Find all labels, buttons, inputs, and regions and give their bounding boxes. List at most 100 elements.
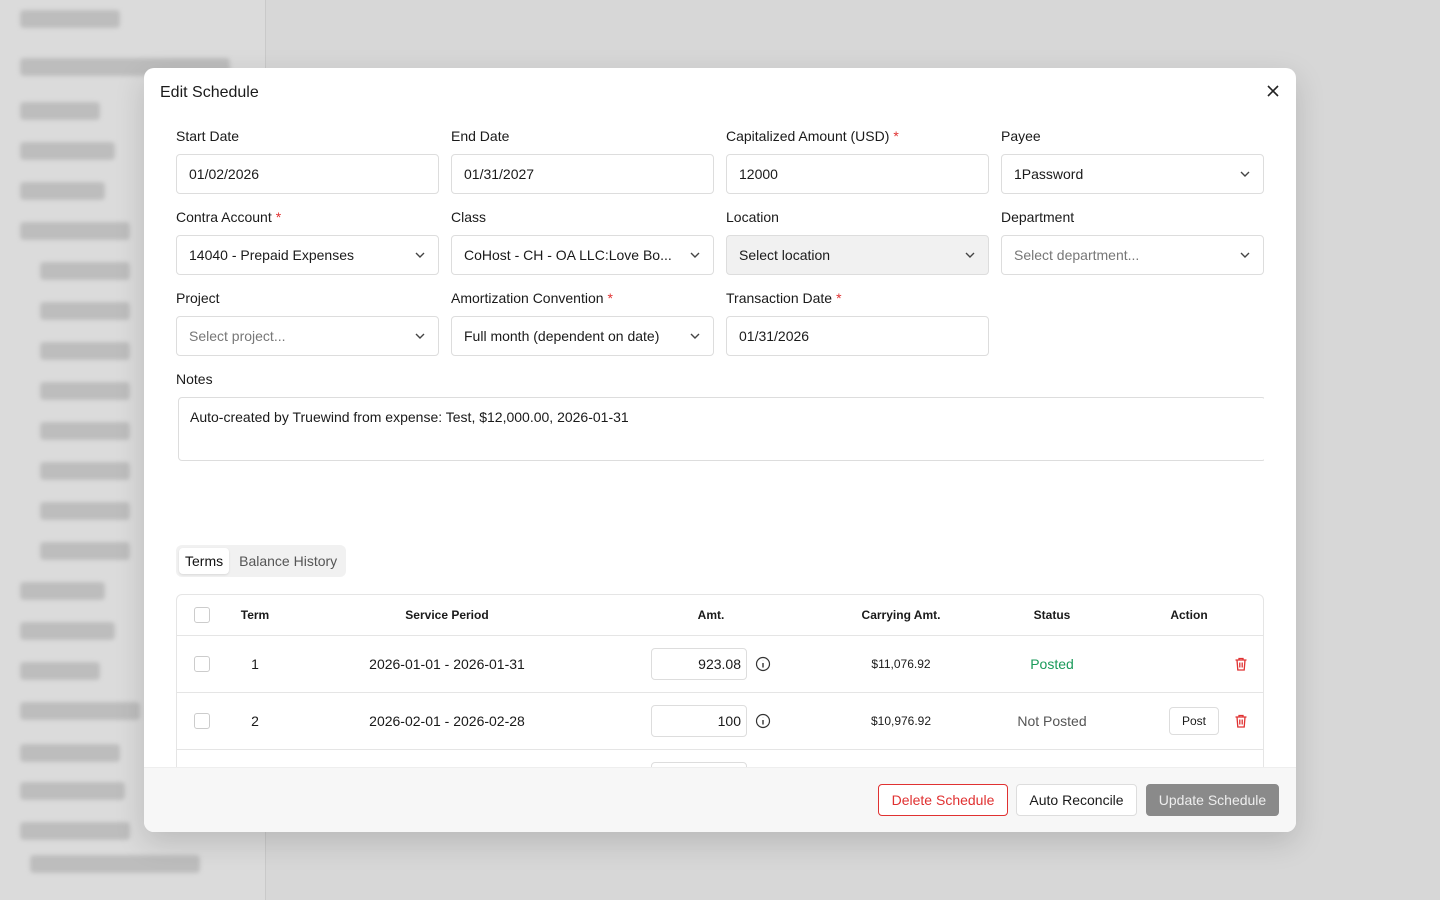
amount-input[interactable]: 923.08 [651,648,747,680]
notes-textarea[interactable]: Auto-created by Truewind from expense: T… [178,397,1264,461]
chevron-icon [415,333,425,339]
notes-label: Notes [176,371,213,387]
placeholder: Select department... [1014,247,1140,263]
modal-body: Start Date 01/02/2026 End Date 01/31/2027 Ca… [176,124,1264,767]
close-button[interactable] [1265,83,1281,99]
header-cell [177,607,227,623]
required-mark: * [275,209,282,225]
field-label-text: Amortization Convention [451,290,604,306]
sidebar-item [40,502,130,520]
sidebar-item [20,782,125,800]
checkbox[interactable] [194,713,210,729]
field-label-text: Class [451,209,487,225]
sidebar-item [20,102,100,120]
post-button[interactable]: Post [1168,707,1219,735]
field-label-text: Transaction Date [726,290,833,306]
info-icon[interactable] [755,713,771,729]
form-field: Amortization Convention * Full month (depe… [451,286,714,367]
sidebar-item [40,462,130,480]
update-button[interactable]: Update Schedule [1146,784,1279,816]
field-value: 1Password [1014,166,1084,182]
field-label: Project [176,286,439,316]
text-input[interactable]: 12000 [726,154,989,194]
column-header: Status [1033,608,1071,622]
tab[interactable]: Terms [179,548,230,574]
tab[interactable]: Balance History [239,553,338,569]
sidebar-item [30,855,200,873]
select-box[interactable]: Full month (dependent on date) [451,316,714,356]
table-row: 2 2026-02-01 - 2026-02-28 100 $10,976.92 Not… [177,693,1263,750]
sidebar-item [40,302,130,320]
field-label-text: Location [726,209,779,225]
column-header: Action [1170,608,1208,622]
delete-icon[interactable] [1233,656,1249,672]
period-cell: 2026-02-01 - 2026-02-28 [369,713,525,729]
field-label-text: Department [1001,209,1075,225]
carrying-cell: $11,076.92 [871,657,931,671]
select-box[interactable]: 1Password [1001,154,1264,194]
sidebar-item [40,262,130,280]
text-input[interactable]: 01/02/2026 [176,154,439,194]
text-input[interactable]: 01/31/2026 [726,316,989,356]
chevron-icon [1240,171,1250,177]
sidebar-item [40,542,130,560]
term-cell: 2 [251,713,259,729]
status-cell: Posted [1030,656,1074,672]
select-box[interactable]: Select location [726,235,989,275]
text-input[interactable]: 01/31/2027 [451,154,714,194]
term-cell: 1 [251,656,259,672]
status-cell: Not Posted [1017,713,1087,729]
sidebar-item [40,422,130,440]
sidebar-item [20,142,115,160]
amount-cell: 923.08 [611,762,811,767]
sidebar-item [20,744,120,762]
select-box[interactable]: 14040 - Prepaid Expenses [176,235,439,275]
select-box[interactable]: Select project... [176,316,439,356]
modal-footer: Delete Schedule Auto Reconcile Update Sc… [144,767,1296,832]
sidebar-item [40,382,130,400]
sidebar-item [20,10,120,28]
sidebar-item [20,182,105,200]
delete-button[interactable]: Delete Schedule [878,784,1008,816]
table-row: 32026-03-01 - 2026-03-31923.08$10,053.84… [177,750,1263,767]
required-mark: * [893,128,899,144]
modal-title: Edit Schedule [160,84,259,101]
chevron-icon [690,333,700,339]
sidebar-item [20,822,130,840]
field-value: 01/31/2026 [739,328,810,344]
field-label-text: Payee [1001,128,1041,144]
chevron-icon [415,252,425,258]
field-value: CoHost - CH - OA LLC:Love Bo... [464,247,672,263]
select-box[interactable]: Select department... [1001,235,1264,275]
field-label: Department [1001,205,1264,235]
select-box[interactable]: CoHost - CH - OA LLC:Love Bo... [451,235,714,275]
form-field: Transaction Date * 01/31/2026 [726,286,989,367]
sidebar-item [40,342,130,360]
amount-input[interactable]: 100 [651,705,747,737]
form-field: Capitalized Amount (USD) * 12000 [726,124,989,205]
reconcile-button[interactable]: Auto Reconcile [1016,784,1137,816]
info-icon[interactable] [755,656,771,672]
column-header: Service Period [405,608,489,622]
checkbox[interactable] [194,656,210,672]
amount-input[interactable]: 923.08 [651,762,747,767]
period-cell: 2026-01-01 - 2026-01-31 [369,656,525,672]
field-value: 01/31/2027 [464,166,535,182]
placeholder: Select project... [189,328,286,344]
chevron-icon [690,252,700,258]
cell [177,656,227,672]
sidebar-item [20,702,140,720]
checkbox[interactable] [194,607,210,623]
field-label: Amortization Convention * [451,286,714,316]
required-mark: * [836,290,842,306]
field-value: 01/02/2026 [189,166,260,182]
delete-icon[interactable] [1233,713,1249,729]
column-header: Carrying Amt. [861,608,941,622]
field-label: Location [726,205,989,235]
form-field: Class CoHost - CH - OA LLC:Love Bo... [451,205,714,286]
sidebar-item [20,622,115,640]
field-label: Class [451,205,714,235]
required-mark: * [607,290,613,306]
field-label: Start Date [176,124,439,154]
